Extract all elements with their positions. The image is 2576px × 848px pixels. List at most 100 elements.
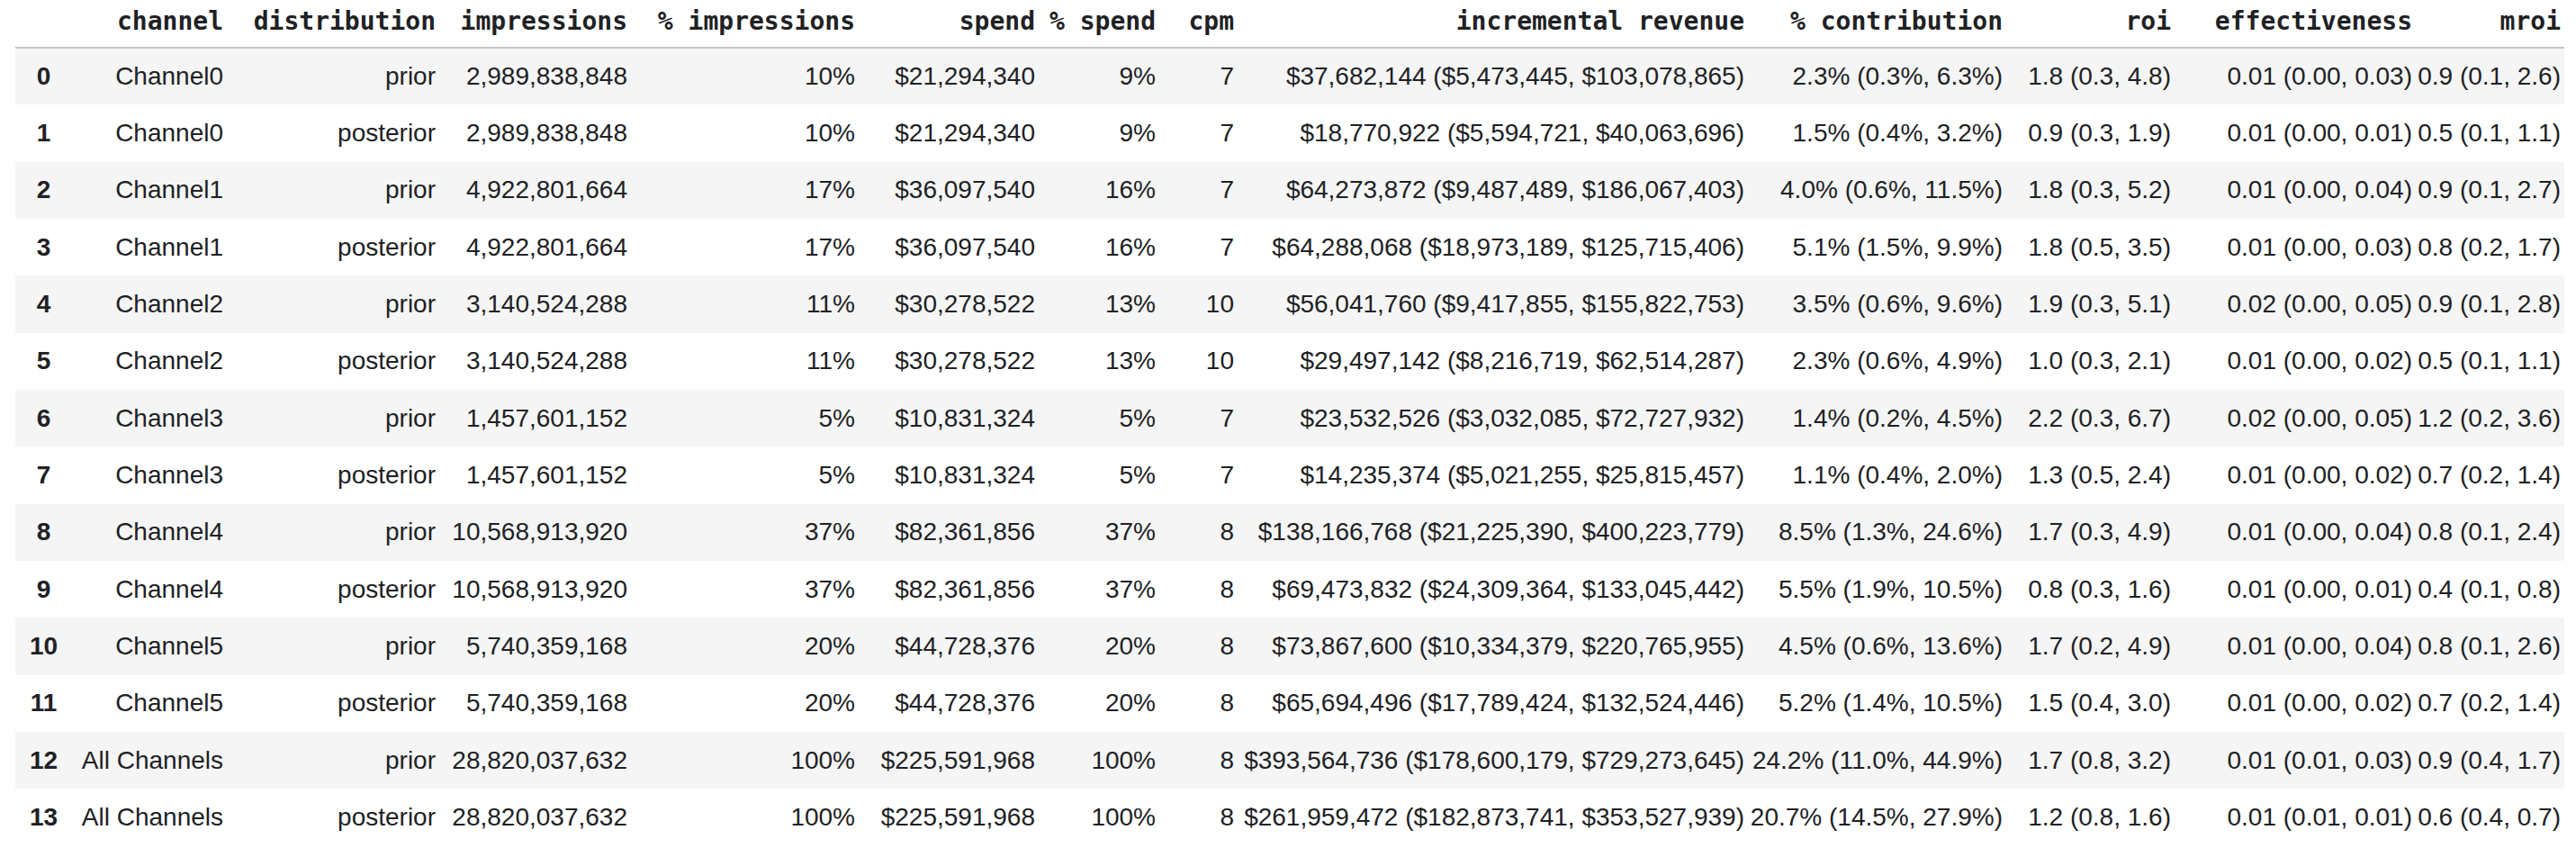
cell-channel: All Channels (72, 732, 227, 789)
cell-impressions: 3,140,524,288 (439, 333, 631, 390)
cell-mroi: 0.7 (0.2, 1.4) (2416, 447, 2564, 503)
row-index-cell: 9 (15, 561, 72, 618)
cell-pct-contribution: 5.2% (1.4%, 10.5%) (1748, 675, 2006, 732)
cell-pct-impressions: 20% (631, 675, 859, 732)
cell-roi: 1.8 (0.3, 4.8) (2006, 48, 2175, 104)
cell-pct-contribution: 1.5% (0.4%, 3.2%) (1748, 104, 2006, 161)
cell-incremental-revenue: $73,867,600 ($10,334,379, $220,765,955) (1238, 618, 1748, 674)
table-row: 10Channel5prior5,740,359,16820%$44,728,3… (15, 618, 2564, 674)
cell-spend: $21,294,340 (859, 48, 1039, 104)
cell-mroi: 0.9 (0.1, 2.8) (2416, 275, 2564, 332)
cell-pct-spend: 37% (1039, 561, 1159, 618)
media-summary-table: channeldistributionimpressions% impressi… (15, 0, 2564, 846)
cell-roi: 1.7 (0.8, 3.2) (2006, 732, 2175, 789)
cell-pct-spend: 13% (1039, 333, 1159, 390)
cell-channel: Channel1 (72, 162, 227, 219)
cell-spend: $225,591,968 (859, 789, 1039, 845)
cell-cpm: 8 (1159, 675, 1238, 732)
cell-roi: 1.2 (0.8, 1.6) (2006, 789, 2175, 845)
cell-channel: Channel2 (72, 333, 227, 390)
cell-distribution: prior (227, 732, 439, 789)
cell-distribution: posterior (227, 789, 439, 845)
cell-spend: $44,728,376 (859, 675, 1039, 732)
cell-pct-contribution: 3.5% (0.6%, 9.6%) (1748, 275, 2006, 332)
cell-cpm: 10 (1159, 333, 1238, 390)
cell-distribution: prior (227, 618, 439, 674)
cell-incremental-revenue: $56,041,760 ($9,417,855, $155,822,753) (1238, 275, 1748, 332)
cell-incremental-revenue: $29,497,142 ($8,216,719, $62,514,287) (1238, 333, 1748, 390)
cell-effectiveness: 0.01 (0.00, 0.04) (2175, 618, 2416, 674)
cell-distribution: posterior (227, 561, 439, 618)
cell-distribution: prior (227, 275, 439, 332)
table-body: 0Channel0prior2,989,838,84810%$21,294,34… (15, 48, 2564, 846)
cell-channel: Channel5 (72, 618, 227, 674)
cell-pct-spend: 20% (1039, 618, 1159, 674)
column-header-incremental-revenue: incremental revenue (1238, 0, 1748, 48)
cell-incremental-revenue: $14,235,374 ($5,021,255, $25,815,457) (1238, 447, 1748, 503)
row-index-cell: 4 (15, 275, 72, 332)
column-header-impressions: impressions (439, 0, 631, 48)
cell-channel: Channel5 (72, 675, 227, 732)
row-index-cell: 3 (15, 219, 72, 275)
cell-channel: Channel4 (72, 504, 227, 561)
cell-mroi: 0.5 (0.1, 1.1) (2416, 333, 2564, 390)
cell-channel: Channel1 (72, 219, 227, 275)
cell-channel: Channel3 (72, 390, 227, 447)
cell-impressions: 3,140,524,288 (439, 275, 631, 332)
table-row: 5Channel2posterior3,140,524,28811%$30,27… (15, 333, 2564, 390)
cell-incremental-revenue: $18,770,922 ($5,594,721, $40,063,696) (1238, 104, 1748, 161)
cell-pct-impressions: 37% (631, 561, 859, 618)
row-index-cell: 6 (15, 390, 72, 447)
cell-distribution: posterior (227, 104, 439, 161)
cell-effectiveness: 0.02 (0.00, 0.05) (2175, 390, 2416, 447)
cell-spend: $30,278,522 (859, 333, 1039, 390)
cell-incremental-revenue: $261,959,472 ($182,873,741, $353,527,939… (1238, 789, 1748, 845)
cell-incremental-revenue: $138,166,768 ($21,225,390, $400,223,779) (1238, 504, 1748, 561)
cell-cpm: 7 (1159, 447, 1238, 503)
cell-pct-impressions: 100% (631, 789, 859, 845)
row-index-cell: 10 (15, 618, 72, 674)
row-index-cell: 1 (15, 104, 72, 161)
cell-cpm: 8 (1159, 504, 1238, 561)
table-row: 0Channel0prior2,989,838,84810%$21,294,34… (15, 48, 2564, 104)
cell-roi: 1.3 (0.5, 2.4) (2006, 447, 2175, 503)
cell-pct-spend: 13% (1039, 275, 1159, 332)
cell-effectiveness: 0.01 (0.00, 0.02) (2175, 675, 2416, 732)
cell-pct-impressions: 11% (631, 275, 859, 332)
cell-pct-impressions: 100% (631, 732, 859, 789)
cell-cpm: 7 (1159, 162, 1238, 219)
cell-spend: $10,831,324 (859, 390, 1039, 447)
cell-roi: 0.8 (0.3, 1.6) (2006, 561, 2175, 618)
row-index-cell: 11 (15, 675, 72, 732)
cell-roi: 1.8 (0.5, 3.5) (2006, 219, 2175, 275)
cell-pct-spend: 5% (1039, 447, 1159, 503)
cell-effectiveness: 0.01 (0.00, 0.03) (2175, 48, 2416, 104)
column-header-mroi: mroi (2416, 0, 2564, 48)
cell-effectiveness: 0.01 (0.00, 0.01) (2175, 104, 2416, 161)
cell-pct-impressions: 5% (631, 447, 859, 503)
cell-effectiveness: 0.01 (0.01, 0.01) (2175, 789, 2416, 845)
cell-effectiveness: 0.01 (0.00, 0.01) (2175, 561, 2416, 618)
cell-cpm: 8 (1159, 561, 1238, 618)
cell-pct-contribution: 1.1% (0.4%, 2.0%) (1748, 447, 2006, 503)
cell-spend: $10,831,324 (859, 447, 1039, 503)
cell-pct-impressions: 17% (631, 162, 859, 219)
cell-roi: 1.7 (0.2, 4.9) (2006, 618, 2175, 674)
cell-distribution: prior (227, 504, 439, 561)
cell-effectiveness: 0.01 (0.00, 0.02) (2175, 447, 2416, 503)
cell-pct-spend: 37% (1039, 504, 1159, 561)
cell-incremental-revenue: $23,532,526 ($3,032,085, $72,727,932) (1238, 390, 1748, 447)
table-row: 3Channel1posterior4,922,801,66417%$36,09… (15, 219, 2564, 275)
cell-incremental-revenue: $65,694,496 ($17,789,424, $132,524,446) (1238, 675, 1748, 732)
cell-impressions: 2,989,838,848 (439, 48, 631, 104)
table-row: 12All Channelsprior28,820,037,632100%$22… (15, 732, 2564, 789)
column-header-pct-impressions: % impressions (631, 0, 859, 48)
cell-mroi: 0.9 (0.1, 2.7) (2416, 162, 2564, 219)
cell-pct-impressions: 17% (631, 219, 859, 275)
column-header-channel: channel (72, 0, 227, 48)
cell-pct-contribution: 2.3% (0.6%, 4.9%) (1748, 333, 2006, 390)
cell-pct-contribution: 24.2% (11.0%, 44.9%) (1748, 732, 2006, 789)
cell-pct-spend: 5% (1039, 390, 1159, 447)
cell-impressions: 5,740,359,168 (439, 675, 631, 732)
cell-pct-spend: 9% (1039, 104, 1159, 161)
